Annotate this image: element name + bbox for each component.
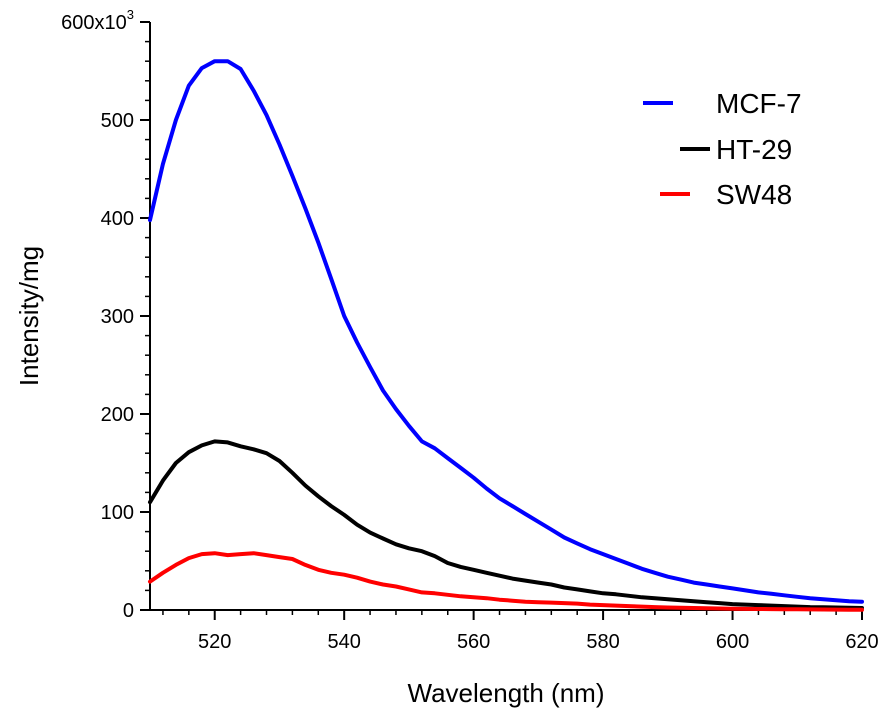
y-tick-label: 400 [101,208,134,230]
y-tick-label: 100 [101,502,134,524]
series-line-sw48 [148,551,864,612]
y-tick-label: 0 [123,600,134,622]
y-tick-label: 200 [101,404,134,426]
y-tick-top-base: 600x10 [61,12,127,34]
series-line-mcf-7 [148,59,864,604]
legend: MCF-7 HT-29 SW48 [643,88,802,210]
x-ticks: 520 540 560 580 600 620 [162,610,879,653]
legend-label-ht-29: HT-29 [716,134,792,165]
axes: 0 100 200 300 400 500 520 540 560 580 600 620 [101,21,879,653]
x-tick-label: 520 [198,631,231,653]
y-ticks: 0 100 200 300 400 500 [101,21,150,622]
x-tick-label: 580 [586,631,619,653]
legend-label-sw48: SW48 [716,179,792,210]
y-tick-label-top: 600x103 [61,7,134,34]
y-tick-label: 500 [101,110,134,132]
y-tick-top-exponent: 3 [127,7,134,22]
y-tick-label: 300 [101,306,134,328]
y-axis-title: Intensity/mg [14,246,44,386]
x-tick-label: 540 [327,631,360,653]
series-group [148,59,864,612]
x-tick-label: 560 [457,631,490,653]
x-tick-label: 620 [845,631,878,653]
x-axis-title: Wavelength (nm) [408,678,605,708]
series-line-ht-29 [148,439,864,610]
legend-label-mcf-7: MCF-7 [716,88,802,119]
x-tick-label: 600 [716,631,749,653]
